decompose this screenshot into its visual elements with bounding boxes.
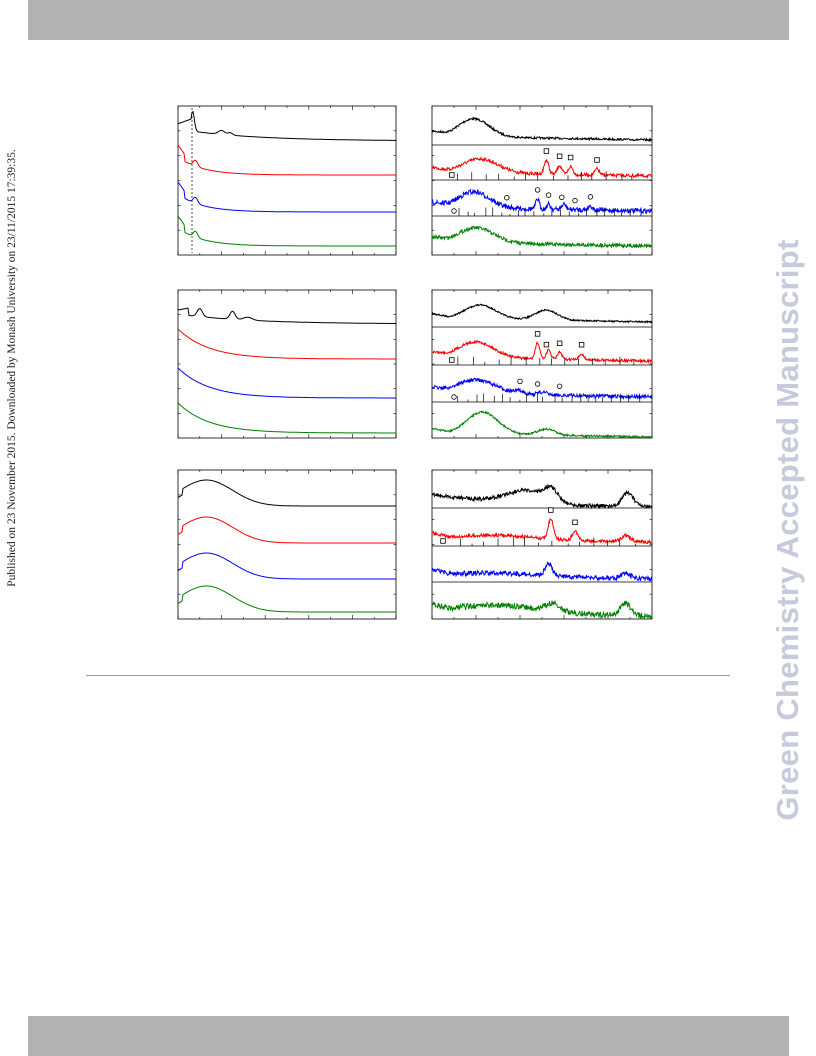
square-marker: [440, 538, 446, 544]
circle-marker: [451, 208, 457, 214]
square-marker: [578, 342, 585, 348]
header-bar: [28, 0, 789, 40]
circle-marker: [517, 378, 523, 385]
trace-2: [431, 155, 653, 179]
circle-marker: [559, 194, 565, 201]
square-marker: [449, 357, 455, 363]
trace-2: [177, 516, 396, 544]
trace-4: [177, 402, 396, 434]
trace-4: [177, 585, 396, 613]
trace-1: [431, 484, 653, 510]
trace-3: [177, 552, 396, 580]
square-marker: [548, 507, 554, 513]
trace-4: [431, 410, 653, 439]
trace-4: [431, 600, 653, 620]
circle-marker: [556, 383, 563, 390]
trace-1: [431, 116, 653, 143]
right-top-panel-frame: [431, 105, 653, 256]
trace-3: [177, 181, 396, 213]
circle-marker: [534, 381, 541, 387]
right-middle-panel: [431, 289, 653, 439]
left-bottom-panel: [177, 469, 397, 620]
circle-marker: [534, 187, 541, 193]
square-marker: [543, 341, 550, 348]
square-marker: [556, 340, 563, 347]
trace-1: [177, 110, 396, 141]
circle-marker: [572, 197, 578, 204]
trace-3: [177, 367, 396, 399]
trace-4: [177, 215, 396, 247]
trace-1: [177, 307, 396, 324]
square-marker: [594, 157, 600, 163]
left-middle-panel-frame: [177, 289, 397, 439]
left-top-panel: [177, 105, 397, 256]
circle-marker: [451, 394, 457, 400]
right-bottom-panel: [431, 469, 653, 620]
circle-marker: [545, 192, 552, 198]
circle-marker: [587, 194, 594, 200]
trace-3: [431, 560, 653, 582]
square-marker: [567, 154, 574, 161]
circle-marker: [504, 195, 510, 201]
footer-bar: [28, 1016, 789, 1056]
right-bottom-panel-frame: [431, 469, 653, 620]
square-marker: [572, 519, 578, 526]
left-bottom-panel-frame: [177, 469, 397, 620]
trace-4: [431, 225, 653, 249]
square-marker: [556, 153, 563, 160]
square-marker: [534, 331, 541, 337]
trace-2: [177, 144, 396, 176]
left-middle-panel: [177, 289, 397, 439]
trace-3: [431, 188, 653, 215]
trace-2: [177, 328, 396, 360]
square-marker: [449, 172, 455, 178]
trace-1: [431, 303, 653, 325]
right-middle-panel-frame: [431, 289, 653, 439]
right-top-panel: [431, 105, 653, 256]
trace-3: [431, 377, 653, 400]
left-top-panel-frame: [177, 105, 397, 256]
figure-divider: [86, 675, 730, 676]
trace-2: [431, 339, 653, 364]
square-marker: [543, 148, 550, 154]
trace-2: [431, 517, 653, 545]
trace-1: [177, 479, 396, 507]
